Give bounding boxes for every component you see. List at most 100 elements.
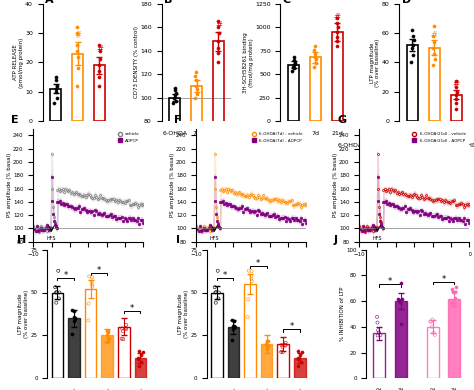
- Point: [333, 15, 341, 21]
- Bar: [451, 95, 462, 121]
- Text: 6-OHDA: 6-OHDA: [457, 143, 474, 148]
- Point: [451, 289, 459, 295]
- Point: [68, 331, 76, 337]
- Bar: [52, 292, 63, 378]
- Point: [452, 100, 459, 106]
- Point: [55, 268, 62, 274]
- Point: [73, 24, 81, 30]
- Point: [282, 340, 290, 346]
- Legend: vehicle, AOPCP: vehicle, AOPCP: [116, 131, 141, 144]
- Text: 6-OHDA: 6-OHDA: [100, 143, 125, 148]
- Point: [244, 296, 252, 302]
- Point: [409, 27, 416, 33]
- Point: [71, 314, 79, 321]
- Bar: [448, 298, 460, 378]
- Point: [264, 338, 271, 344]
- Point: [453, 284, 460, 290]
- Point: [263, 346, 270, 352]
- Point: [410, 37, 418, 44]
- Bar: [294, 358, 306, 378]
- Bar: [191, 86, 202, 214]
- Point: [103, 328, 111, 335]
- Text: *: *: [223, 271, 227, 280]
- Point: [96, 48, 103, 54]
- Bar: [407, 45, 418, 121]
- Point: [374, 332, 382, 339]
- Text: #: #: [96, 45, 103, 54]
- Point: [431, 57, 439, 63]
- Point: [450, 289, 457, 295]
- Point: [430, 23, 438, 29]
- Point: [95, 62, 103, 69]
- Point: [192, 69, 200, 75]
- Point: [119, 328, 127, 334]
- Text: G: G: [337, 115, 346, 125]
- Point: [72, 316, 79, 322]
- Point: [119, 336, 127, 342]
- Point: [103, 339, 111, 345]
- Point: [279, 344, 286, 350]
- Bar: [310, 57, 321, 121]
- Text: *: *: [290, 323, 294, 332]
- X-axis label: Time (min): Time (min): [73, 258, 103, 263]
- Point: [230, 323, 238, 330]
- Text: *: *: [441, 275, 446, 284]
- Text: HFS: HFS: [373, 236, 382, 241]
- Point: [229, 326, 237, 333]
- Point: [399, 296, 406, 302]
- Point: [428, 323, 436, 330]
- Point: [374, 314, 381, 320]
- Text: 6-OHDA: 6-OHDA: [219, 143, 244, 148]
- Point: [105, 335, 113, 341]
- Y-axis label: 3H-SCH58261 binding
(fmol/mg protein): 3H-SCH58261 binding (fmol/mg protein): [243, 32, 254, 93]
- Text: *: *: [130, 303, 134, 312]
- Point: [311, 43, 319, 49]
- Point: [73, 30, 81, 36]
- Point: [374, 319, 381, 326]
- Text: F: F: [174, 115, 182, 125]
- Point: [88, 274, 96, 280]
- Point: [171, 94, 178, 101]
- Point: [244, 314, 252, 320]
- Point: [431, 50, 438, 57]
- Point: [451, 294, 458, 301]
- Point: [264, 338, 271, 344]
- Point: [85, 273, 93, 280]
- Point: [191, 94, 199, 101]
- Text: #: #: [431, 30, 438, 39]
- Bar: [244, 284, 256, 378]
- Bar: [288, 65, 299, 121]
- Point: [70, 318, 78, 324]
- Bar: [50, 89, 61, 121]
- Bar: [429, 48, 440, 121]
- Point: [193, 91, 201, 97]
- X-axis label: Time (min): Time (min): [236, 258, 266, 263]
- Point: [122, 325, 129, 331]
- Point: [334, 20, 341, 26]
- Point: [409, 44, 416, 51]
- Point: [137, 359, 145, 365]
- Y-axis label: CD73 DENSITY (% control): CD73 DENSITY (% control): [134, 27, 139, 98]
- Point: [53, 94, 60, 101]
- Point: [297, 359, 305, 365]
- Point: [410, 52, 417, 58]
- Text: *: *: [64, 271, 68, 280]
- Point: [247, 268, 255, 275]
- Bar: [135, 358, 146, 378]
- Point: [214, 18, 222, 25]
- Text: HFS: HFS: [47, 236, 56, 241]
- Point: [95, 42, 103, 48]
- Point: [397, 321, 405, 328]
- Point: [427, 318, 434, 324]
- Point: [53, 300, 60, 306]
- Point: [230, 318, 237, 324]
- Bar: [374, 333, 385, 378]
- Bar: [72, 53, 83, 121]
- Point: [263, 338, 270, 344]
- Point: [118, 335, 126, 342]
- Point: [410, 42, 417, 48]
- Point: [192, 83, 200, 89]
- Point: [452, 92, 459, 98]
- Point: [310, 64, 318, 70]
- Point: [429, 44, 437, 51]
